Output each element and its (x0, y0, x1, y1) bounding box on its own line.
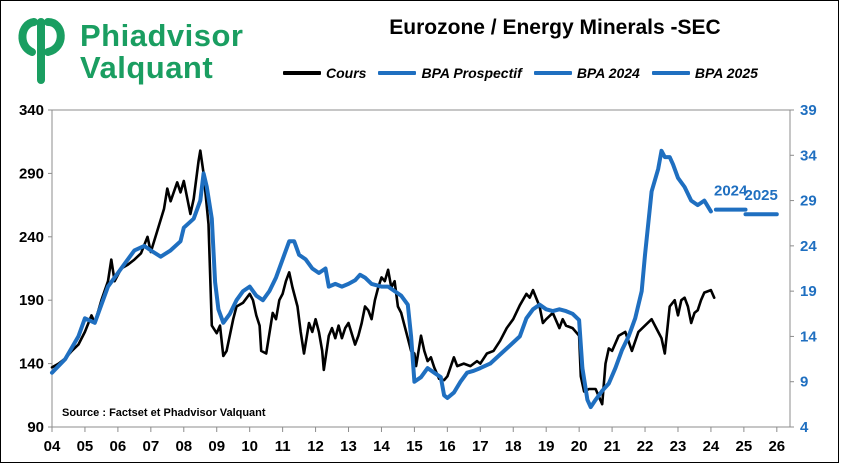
plot-area (51, 109, 791, 428)
y-right-tick-label: 39 (800, 102, 817, 119)
x-tick-label: 24 (703, 438, 720, 455)
legend-label: BPA 2025 (694, 65, 758, 81)
legend-item-bpa-prospectif: BPA Prospectif (378, 65, 522, 81)
source-note: Source : Factset et Phadvisor Valquant (62, 407, 266, 419)
chart-legend: Cours BPA Prospectif BPA 2024 BPA 2025 (283, 62, 770, 84)
x-tick-label: 19 (538, 438, 555, 455)
x-tick-label: 20 (571, 438, 588, 455)
y-left-tick-label: 190 (19, 292, 44, 309)
x-tick-label: 10 (241, 438, 258, 455)
legend-label: BPA Prospectif (421, 65, 522, 81)
x-tick-label: 16 (439, 438, 456, 455)
x-tick-label: 18 (505, 438, 522, 455)
y-right-tick-label: 14 (800, 328, 817, 345)
legend-label: BPA 2024 (576, 65, 640, 81)
legend-item-cours: Cours (283, 65, 366, 81)
y-right-tick-label: 19 (800, 283, 817, 300)
series-line-cours (50, 149, 716, 406)
legend-swatch (283, 71, 321, 75)
legend-swatch (533, 71, 572, 75)
logo: Phiadvisor Valquant (14, 14, 254, 86)
x-tick-label: 23 (670, 438, 687, 455)
x-tick-label: 11 (275, 438, 291, 455)
chart-title: Eurozone / Energy Minerals -SEC (389, 16, 721, 39)
y-left-tick-label: 240 (19, 229, 44, 246)
y-left-tick-label: 140 (19, 356, 44, 373)
series-line-bpa-prospectif (50, 148, 713, 410)
y-left-tick-label: 340 (19, 102, 44, 119)
legend-item-bpa-2025: BPA 2025 (651, 65, 758, 81)
x-tick-label: 13 (340, 438, 357, 455)
x-tick-label: 15 (406, 438, 423, 455)
x-tick-label: 12 (307, 438, 324, 455)
x-tick-label: 06 (110, 438, 127, 455)
x-tick-label: 26 (768, 438, 785, 455)
x-tick-label: 05 (77, 438, 94, 455)
x-tick-label: 04 (44, 438, 61, 455)
x-tick-label: 22 (637, 438, 654, 455)
legend-item-bpa-2024: BPA 2024 (533, 65, 640, 81)
series-label-bpa-2025: 2025 (744, 187, 777, 204)
y-right-tick-label: 4 (800, 419, 809, 436)
series-label-bpa-2024: 2024 (714, 183, 748, 200)
y-left-tick-label: 290 (19, 165, 44, 182)
legend-swatch (378, 71, 417, 75)
phi-logo-icon (18, 18, 65, 84)
y-right-tick-label: 29 (800, 193, 817, 210)
y-right-tick-label: 24 (800, 238, 817, 255)
x-tick-label: 07 (142, 438, 159, 455)
x-tick-label: 09 (208, 438, 225, 455)
x-tick-label: 08 (175, 438, 192, 455)
y-left-tick-label: 90 (27, 419, 44, 436)
legend-swatch (651, 71, 690, 75)
y-right-tick-label: 34 (800, 147, 817, 164)
logo-text-line2: Valquant (80, 50, 214, 85)
legend-label: Cours (326, 65, 367, 81)
x-tick-label: 21 (604, 438, 621, 455)
x-tick-label: 17 (472, 438, 489, 455)
y-right-tick-label: 9 (800, 374, 808, 391)
x-tick-label: 14 (373, 438, 390, 455)
x-tick-label: 25 (736, 438, 753, 455)
logo-text-line1: Phiadvisor (80, 18, 244, 53)
